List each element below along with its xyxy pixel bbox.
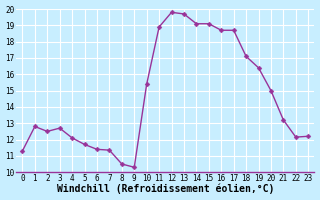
X-axis label: Windchill (Refroidissement éolien,°C): Windchill (Refroidissement éolien,°C) (57, 184, 274, 194)
